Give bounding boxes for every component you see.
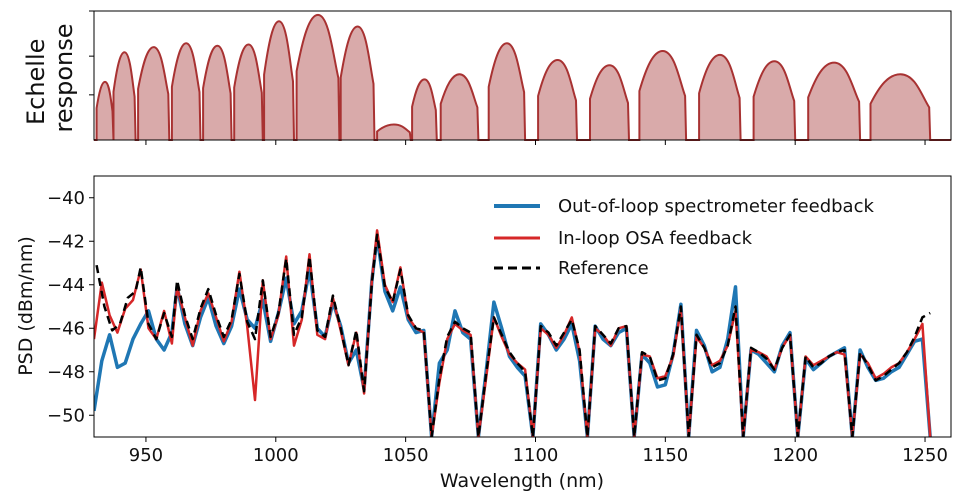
top-ylabel: Echelle response bbox=[22, 23, 78, 132]
top-ticks bbox=[89, 10, 926, 145]
y-tick-label: −48 bbox=[47, 362, 85, 383]
echelle-response-area bbox=[94, 13, 951, 141]
legend-label-in-loop: In-loop OSA feedback bbox=[558, 228, 753, 249]
psd-lines bbox=[94, 229, 932, 437]
y-tick-label: −42 bbox=[47, 231, 85, 252]
echelle-response-fill bbox=[94, 14, 951, 140]
bottom-y-ticks: −50 −48 −46 −44 −42 −40 bbox=[47, 188, 94, 426]
top-ylabel-line-2: response bbox=[50, 23, 78, 132]
y-axis-label: PSD (dBm/nm) bbox=[15, 236, 37, 376]
legend-label-out-of-loop: Out-of-loop spectrometer feedback bbox=[558, 196, 874, 217]
x-axis-label: Wavelength (nm) bbox=[440, 470, 604, 492]
bottom-x-ticks: 950 1000 1050 1100 1150 1200 1250 bbox=[129, 437, 948, 466]
x-tick-label: 1050 bbox=[383, 445, 429, 466]
y-tick-label: −46 bbox=[47, 318, 85, 339]
y-tick-label: −50 bbox=[47, 405, 85, 426]
psd-panel: 950 1000 1050 1100 1150 1200 1250 −50 −48 −46 −44… bbox=[15, 175, 952, 492]
x-tick-label: 1250 bbox=[902, 445, 948, 466]
x-tick-label: 950 bbox=[129, 445, 163, 466]
series-line-reference bbox=[95, 233, 931, 437]
series-line-out-of-loop bbox=[94, 235, 932, 437]
top-ylabel-line-1: Echelle bbox=[22, 39, 50, 125]
bottom-axes-frame bbox=[93, 175, 952, 438]
x-tick-label: 1200 bbox=[772, 445, 818, 466]
echelle-response-line bbox=[94, 13, 951, 141]
top-axes-frame bbox=[93, 10, 952, 141]
y-tick-label: −44 bbox=[47, 275, 85, 296]
y-tick-label: −40 bbox=[47, 188, 85, 209]
x-tick-label: 1150 bbox=[642, 445, 688, 466]
x-tick-label: 1000 bbox=[253, 445, 299, 466]
x-tick-label: 1100 bbox=[513, 445, 559, 466]
echelle-response-panel: Echelle response bbox=[22, 10, 952, 145]
legend: Out-of-loop spectrometer feedback In-loo… bbox=[494, 196, 874, 279]
legend-label-reference: Reference bbox=[558, 258, 649, 279]
